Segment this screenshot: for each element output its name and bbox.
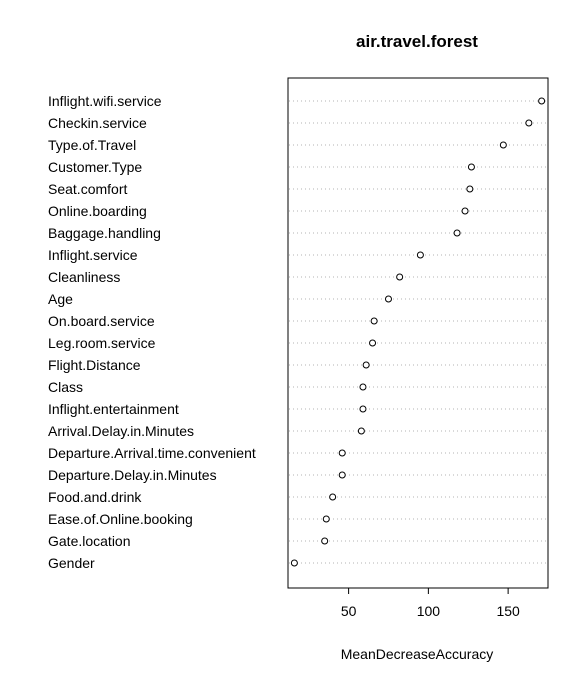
x-axis-label: MeanDecreaseAccuracy [341,646,494,662]
chart-title: air.travel.forest [356,32,478,51]
category-label: Age [48,291,73,307]
data-point [322,515,330,523]
category-label: Cleanliness [48,269,120,285]
data-point [338,471,346,479]
data-point [453,229,461,237]
category-label: Arrival.Delay.in.Minutes [48,423,194,439]
category-label: Checkin.service [48,115,147,131]
category-label: Customer.Type [48,159,142,175]
data-point [466,185,474,193]
data-point [359,383,367,391]
category-label: Seat.comfort [48,181,127,197]
category-labels: Inflight.wifi.service Checkin.service Type… [48,93,256,571]
data-point [290,559,298,567]
data-point [357,427,365,435]
x-tick-label: 50 [341,603,357,619]
data-point [396,273,404,281]
category-label: Departure.Arrival.time.convenient [48,445,256,461]
x-tick-label: 100 [417,603,441,619]
category-label: Food.and.drink [48,489,142,505]
category-label: Inflight.entertainment [48,401,179,417]
data-point [370,317,378,325]
category-label: Leg.room.service [48,335,156,351]
data-point [499,141,507,149]
category-label: Flight.Distance [48,357,141,373]
data-point [384,295,392,303]
plot-area-frame [287,77,549,589]
x-axis: 50 100 150 [341,588,520,619]
data-point [329,493,337,501]
category-label: Gender [48,555,95,571]
category-label: Inflight.wifi.service [48,93,162,109]
category-label: Baggage.handling [48,225,161,241]
data-point [321,537,329,545]
category-label: Departure.Delay.in.Minutes [48,467,217,483]
data-point [525,119,533,127]
data-point [416,251,424,259]
x-tick-label: 150 [496,603,520,619]
category-label: On.board.service [48,313,155,329]
data-point [338,449,346,457]
category-label: Type.of.Travel [48,137,136,153]
data-point [467,163,475,171]
data-point [461,207,469,215]
data-point [369,339,377,347]
data-point [359,405,367,413]
data-point [538,97,546,105]
data-point [362,361,370,369]
category-label: Gate.location [48,533,131,549]
data-points [290,97,546,567]
category-label: Inflight.service [48,247,138,263]
category-label: Class [48,379,83,395]
guide-lines [289,100,547,564]
category-label: Online.boarding [48,203,147,219]
category-label: Ease.of.Online.booking [48,511,193,527]
